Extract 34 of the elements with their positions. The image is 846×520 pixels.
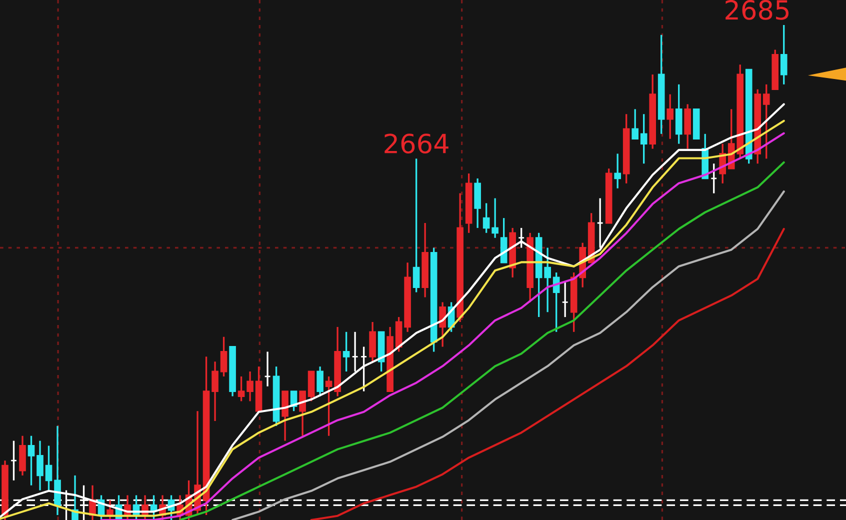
candlestick: [360, 346, 368, 392]
candlestick: [412, 158, 420, 294]
candlestick: [710, 162, 718, 194]
candlestick: [36, 440, 44, 492]
candlestick: [640, 113, 648, 164]
text: 2685: [726, 0, 789, 20]
candlestick: [439, 301, 446, 348]
candlestick: [220, 336, 228, 378]
candlestick: [264, 350, 271, 388]
candlestick: [614, 152, 621, 190]
candlestick: [342, 331, 350, 372]
candlestick: [518, 227, 525, 249]
candlestick: [780, 24, 788, 86]
candlestick: [150, 494, 158, 520]
candlestick: [246, 370, 254, 402]
candlestick: [562, 282, 568, 318]
candlestick: [106, 499, 114, 520]
candlestick: [212, 360, 218, 422]
candlestick: [352, 331, 358, 372]
candlestick: [492, 197, 498, 239]
candlestick: [316, 366, 324, 398]
candlestick: [10, 440, 18, 482]
candlestick: [299, 390, 306, 437]
candlestick: [482, 202, 490, 234]
candlestick: [666, 93, 674, 140]
candlestick: [238, 376, 245, 402]
candlestick: [632, 108, 638, 140]
candlestick: [544, 246, 551, 313]
candlestick: [28, 435, 35, 486]
annotation: 2664: [384, 134, 448, 154]
candlestick: [45, 444, 52, 492]
candlestick: [325, 376, 332, 437]
candlestick: [762, 84, 770, 160]
candlestick: [596, 197, 604, 249]
